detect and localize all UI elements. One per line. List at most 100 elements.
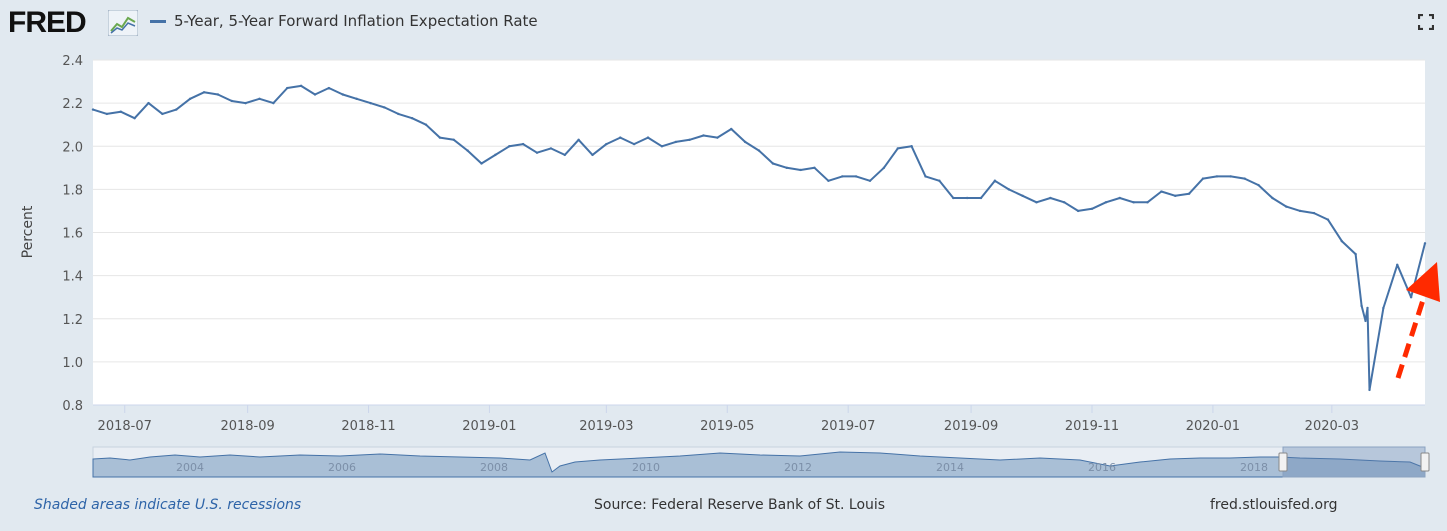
x-tick-label: 2019-05 bbox=[700, 419, 754, 434]
y-axis-label: Percent bbox=[20, 205, 36, 258]
series-point bbox=[910, 145, 913, 148]
series-point bbox=[480, 162, 483, 165]
fred-logo[interactable]: FRED bbox=[8, 6, 87, 39]
series-point bbox=[1090, 207, 1094, 210]
series-point bbox=[119, 110, 122, 113]
series-point bbox=[313, 93, 317, 96]
series-point bbox=[785, 166, 788, 170]
navigator-year-labels: 2004 2006 2008 2010 2012 2014 2016 2018 bbox=[176, 461, 1268, 474]
series-point bbox=[771, 162, 775, 165]
series-point bbox=[1243, 177, 1246, 180]
chart-header: FRED 5-Year, 5-Year Forward Inflation Ex… bbox=[0, 0, 1447, 46]
series-point bbox=[105, 112, 109, 116]
series-point bbox=[299, 84, 303, 88]
x-tick-label: 2018-07 bbox=[98, 419, 152, 434]
series-point bbox=[1257, 183, 1260, 187]
navigator-left-handle[interactable] bbox=[1278, 452, 1288, 472]
series-point bbox=[397, 112, 400, 116]
x-tick-label: 2019-11 bbox=[1065, 419, 1119, 434]
series-point bbox=[1423, 242, 1427, 245]
series-point bbox=[1340, 239, 1343, 243]
y-tick-label: 1.6 bbox=[62, 227, 83, 242]
series-point bbox=[1326, 218, 1330, 221]
series-point bbox=[1360, 304, 1363, 308]
series-point bbox=[743, 140, 747, 144]
series-point bbox=[535, 151, 539, 154]
series-point bbox=[674, 140, 677, 144]
chart-title[interactable]: 5-Year, 5-Year Forward Inflation Expecta… bbox=[174, 12, 538, 30]
series-point bbox=[258, 97, 261, 101]
series-point bbox=[133, 117, 136, 120]
navigator-year-label: 2008 bbox=[480, 461, 508, 474]
series-point bbox=[1104, 201, 1108, 204]
series-point bbox=[952, 196, 955, 200]
navigator-year-label: 2018 bbox=[1240, 461, 1268, 474]
series-point bbox=[1215, 175, 1219, 178]
navigator-year-label: 2004 bbox=[176, 461, 204, 474]
series-point bbox=[591, 153, 594, 157]
series-point bbox=[1366, 306, 1369, 310]
series-point bbox=[91, 108, 95, 111]
navigator-year-label: 2012 bbox=[784, 461, 812, 474]
series-point bbox=[619, 136, 622, 139]
series-point bbox=[1174, 194, 1177, 198]
y-tick-label: 1.4 bbox=[62, 270, 83, 285]
series-point bbox=[341, 93, 344, 96]
recessions-note[interactable]: Shaded areas indicate U.S. recessions bbox=[34, 497, 302, 513]
series-point bbox=[646, 136, 650, 139]
x-tick-label: 2019-03 bbox=[579, 419, 633, 434]
series-point bbox=[1382, 306, 1385, 310]
series-point bbox=[938, 179, 941, 182]
series-point bbox=[854, 175, 858, 178]
series-point bbox=[521, 142, 525, 146]
series-point bbox=[452, 138, 455, 141]
series-point bbox=[1285, 205, 1288, 208]
fullscreen-icon[interactable] bbox=[1418, 14, 1434, 30]
series-point bbox=[1229, 175, 1232, 178]
navigator-selected-range[interactable] bbox=[1282, 446, 1426, 478]
series-point bbox=[175, 108, 178, 111]
y-tick-label: 2.4 bbox=[62, 54, 83, 69]
series-point bbox=[1201, 177, 1205, 180]
series-point bbox=[161, 112, 164, 116]
series-point bbox=[730, 127, 733, 131]
series-point bbox=[924, 175, 927, 178]
series-point bbox=[508, 145, 511, 148]
series-point bbox=[1298, 209, 1302, 213]
series-point bbox=[202, 91, 206, 94]
series-points bbox=[91, 84, 1427, 392]
legend-swatch bbox=[150, 20, 166, 23]
fred-graph-icon bbox=[108, 10, 138, 36]
series-point bbox=[327, 86, 331, 90]
series-point bbox=[979, 196, 983, 200]
series-point bbox=[1364, 319, 1367, 323]
series-point bbox=[1035, 201, 1038, 204]
series-point bbox=[1396, 263, 1399, 267]
series-point bbox=[993, 179, 997, 182]
series-point bbox=[1146, 201, 1149, 204]
navigator-year-label: 2010 bbox=[632, 461, 660, 474]
series-point bbox=[383, 106, 386, 109]
y-tick-label: 1.8 bbox=[62, 183, 83, 198]
series-point bbox=[716, 136, 719, 139]
series-point bbox=[965, 196, 969, 200]
series-point bbox=[244, 101, 247, 105]
series-point bbox=[577, 138, 580, 141]
series-point bbox=[688, 138, 691, 141]
series-point bbox=[1409, 295, 1413, 299]
navigator-right-handle[interactable] bbox=[1420, 452, 1430, 472]
series-point bbox=[494, 153, 497, 157]
series-point bbox=[286, 86, 289, 90]
series-point bbox=[1063, 201, 1066, 204]
x-tick-label: 2019-07 bbox=[821, 419, 875, 434]
site-link[interactable]: fred.stlouisfed.org bbox=[1210, 497, 1338, 513]
x-tick-label: 2019-09 bbox=[944, 419, 998, 434]
series-point bbox=[702, 134, 705, 137]
x-tick-label: 2018-09 bbox=[220, 419, 274, 434]
series-point bbox=[410, 117, 414, 120]
navigator-year-label: 2016 bbox=[1088, 461, 1116, 474]
series-point bbox=[605, 142, 608, 146]
y-axis-ticks: 0.8 1.0 1.2 1.4 1.6 1.8 2.0 2.2 2.4 bbox=[62, 54, 83, 414]
series-point bbox=[1076, 209, 1080, 213]
